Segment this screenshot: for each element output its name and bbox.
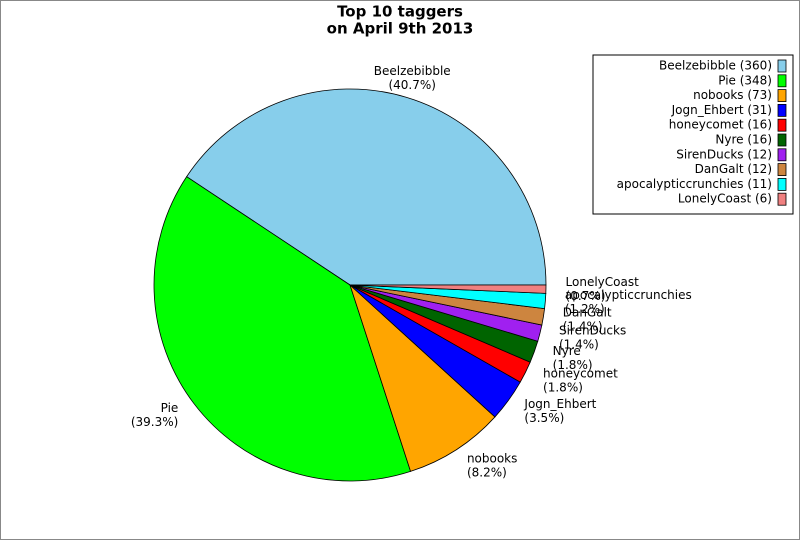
legend-swatch xyxy=(777,163,787,177)
pie-slice xyxy=(153,176,412,482)
slice-percent: (1.2%) xyxy=(565,302,605,316)
legend-label: honeycomet (16) xyxy=(669,118,772,132)
pie-slice xyxy=(349,284,547,294)
slice-label: DanGalt xyxy=(563,306,612,320)
chart-subtitle: on April 9th 2013 xyxy=(327,20,474,38)
slice-label: honeycomet xyxy=(543,367,618,381)
slice-percent: (1.8%) xyxy=(543,381,583,395)
slice-percent: (1.4%) xyxy=(559,338,599,352)
slice-label: SirenDucks xyxy=(559,324,626,338)
legend-label: LonelyCoast (6) xyxy=(678,192,772,206)
slice-label: Beelzebibble xyxy=(374,64,451,78)
legend-swatch xyxy=(777,148,787,162)
slice-label: Pie xyxy=(161,401,179,415)
legend-label: apocalypticcrunchies (11) xyxy=(617,177,772,191)
legend-swatch xyxy=(777,133,787,147)
legend-label: nobooks (73) xyxy=(693,88,772,102)
slice-percent: (40.7%) xyxy=(388,78,435,92)
slice-label: nobooks xyxy=(467,452,517,466)
legend-label: DanGalt (12) xyxy=(695,162,772,176)
legend-swatch xyxy=(777,104,787,117)
chart-title: Top 10 taggers xyxy=(337,3,463,21)
legend-box xyxy=(592,54,794,215)
slice-percent: (1.4%) xyxy=(563,320,603,334)
pie-slice xyxy=(349,283,496,472)
slice-percent: (3.5%) xyxy=(524,411,564,425)
legend-swatch xyxy=(777,192,787,206)
slice-percent: (39.3%) xyxy=(131,415,178,429)
legend-label: SirenDucks (12) xyxy=(676,147,772,161)
legend-swatch xyxy=(777,59,787,73)
slice-percent: (0.7%) xyxy=(566,289,606,303)
legend-swatch xyxy=(777,118,787,132)
slice-label: LonelyCoast xyxy=(566,275,640,289)
legend-label: Jogn_Ehbert (31) xyxy=(671,103,772,117)
slice-percent: (8.2%) xyxy=(467,466,507,480)
legend-label: Nyre (16) xyxy=(715,133,772,147)
slice-label: apocalypticcrunchies xyxy=(565,288,692,302)
legend-label: Pie (348) xyxy=(718,73,772,87)
legend-swatch xyxy=(777,177,787,191)
legend-swatch xyxy=(777,89,787,102)
slice-label: Jogn_Ehbert xyxy=(523,397,596,411)
legend-swatch xyxy=(777,74,787,88)
legend-label: Beelzebibble (360) xyxy=(659,59,772,73)
slice-label: Nyre xyxy=(553,344,581,358)
slice-percent: (1.8%) xyxy=(553,358,593,372)
